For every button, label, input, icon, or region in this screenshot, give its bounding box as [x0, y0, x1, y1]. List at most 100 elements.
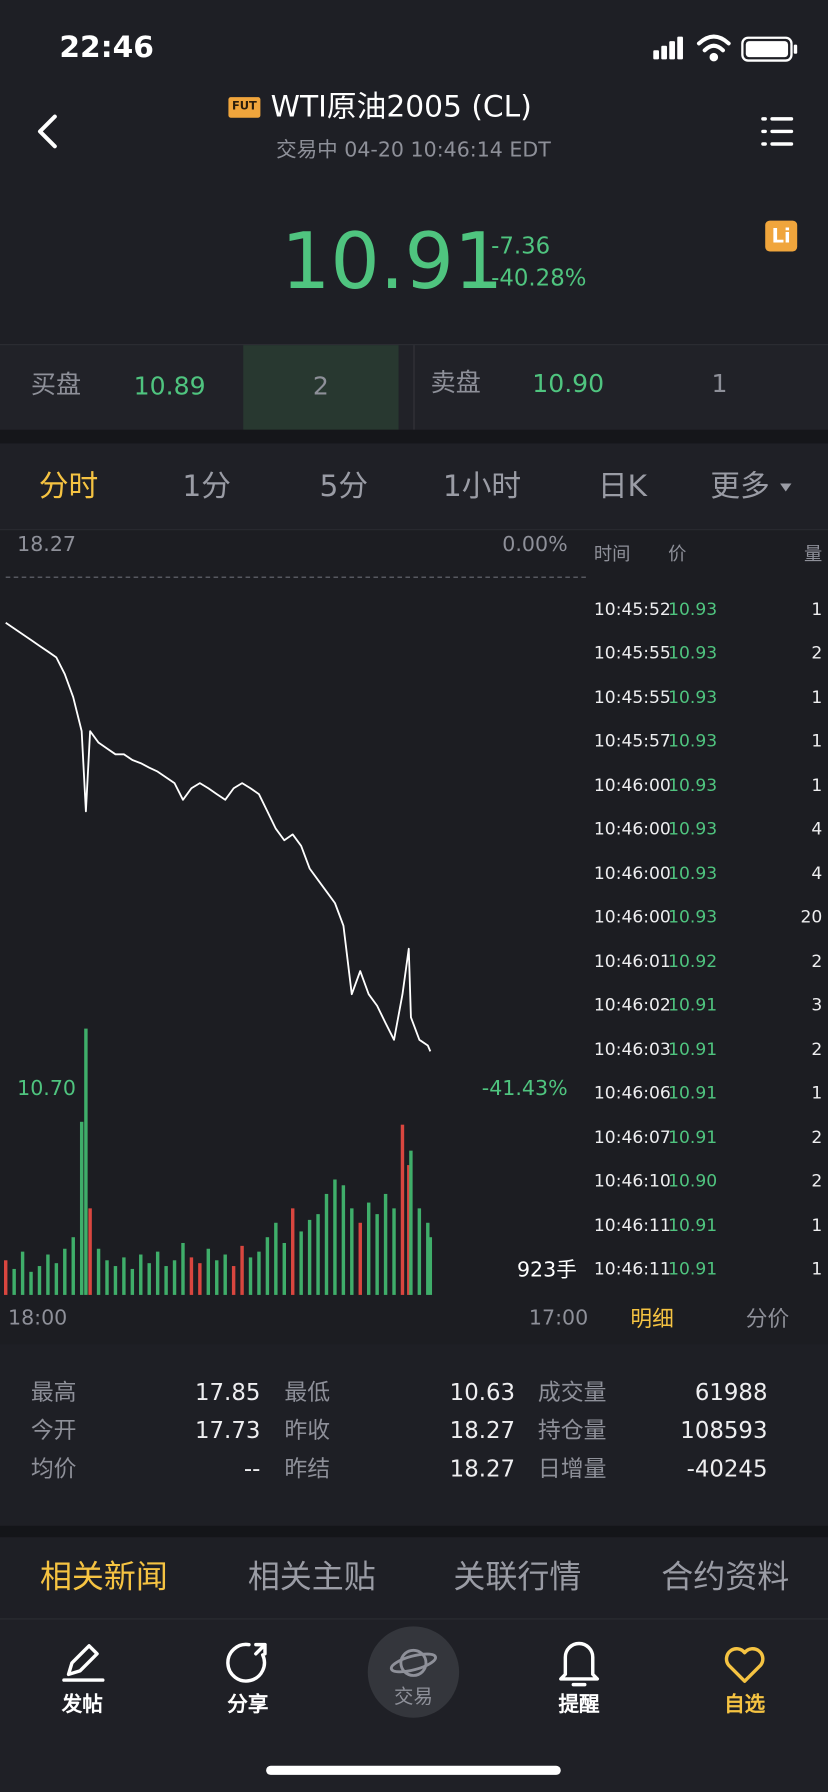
volume-bar: [426, 1222, 430, 1295]
trade-price: 10.93: [668, 818, 718, 840]
share-icon[interactable]: [226, 1642, 267, 1683]
trade-qty: 4: [811, 862, 823, 884]
stat-value: 108593: [680, 1416, 768, 1444]
home-indicator: [266, 1765, 561, 1775]
title: WTI原油2005 (CL): [270, 90, 532, 126]
trade-time: 10:46:02: [593, 994, 671, 1016]
nav-label[interactable]: 分享: [227, 1692, 269, 1717]
volume-bar: [29, 1271, 33, 1295]
news-tab[interactable]: 合约资料: [661, 1557, 790, 1596]
volume-bar: [307, 1219, 312, 1295]
trade-qty: 2: [811, 1038, 823, 1060]
period-tab[interactable]: 1分: [182, 470, 232, 505]
trade-price: 10.91: [668, 994, 718, 1016]
trade-qty: 1: [811, 598, 823, 620]
trade-time: 10:46:00: [593, 862, 671, 884]
y2-tick-label: -41.43%: [481, 1076, 568, 1101]
trade-time: 10:46:00: [593, 906, 671, 928]
stat-label: 昨结: [284, 1454, 331, 1483]
volume-bar: [383, 1193, 388, 1295]
trade-time: 10:46:10: [593, 1170, 671, 1192]
volume-bar: [79, 1121, 84, 1295]
nav-label[interactable]: 提醒: [558, 1692, 600, 1717]
news-tab[interactable]: 相关新闻: [39, 1557, 168, 1596]
volume-bar: [291, 1208, 295, 1295]
volume-bar: [366, 1202, 371, 1295]
trade-price: 10.92: [668, 950, 718, 972]
ask-label: 卖盘: [430, 368, 481, 398]
chart-bg: [0, 530, 828, 1345]
trade-qty: 20: [800, 906, 823, 928]
trade-qty: 3: [811, 994, 823, 1016]
trade-price: 10.91: [668, 1038, 718, 1060]
volume-bar: [358, 1222, 362, 1295]
y-tick-label: 18.27: [17, 532, 76, 557]
period-tab[interactable]: 分时: [38, 470, 99, 505]
stat-value: --: [243, 1454, 261, 1483]
trade-qty: 1: [811, 1082, 823, 1104]
period-tab[interactable]: 5分: [319, 470, 369, 505]
watchlist-icon[interactable]: [724, 1647, 765, 1683]
period-tab[interactable]: 日K: [597, 470, 648, 505]
stat-value: 61988: [694, 1378, 768, 1406]
ask-price: 10.90: [532, 370, 605, 399]
volume-bar: [155, 1251, 160, 1295]
back-button[interactable]: [37, 114, 57, 149]
volume-bar: [84, 1028, 88, 1295]
trade-time: 10:46:07: [593, 1126, 671, 1148]
volume-bar: [181, 1242, 185, 1295]
trade-qty: 2: [811, 1170, 823, 1192]
volume-bar: [265, 1237, 270, 1295]
volume-bar: [299, 1231, 303, 1295]
li-icon-bg[interactable]: [765, 220, 798, 252]
trade-button-bg[interactable]: [367, 1626, 460, 1718]
nav-label[interactable]: 发帖: [61, 1692, 103, 1717]
subtitle: 交易中 04-20 10:46:14 EDT: [276, 138, 551, 163]
volume-bar: [164, 1266, 168, 1295]
volume-bar: [375, 1214, 379, 1295]
trade-price: 10.93: [668, 642, 718, 664]
post-icon[interactable]: [62, 1644, 105, 1682]
detail-tab[interactable]: 明细: [630, 1305, 674, 1332]
volume-bar: [215, 1260, 219, 1295]
news-tab[interactable]: 关联行情: [453, 1557, 582, 1596]
period-tab[interactable]: 更多: [710, 470, 770, 505]
trade-time: 10:46:00: [593, 818, 671, 840]
trade-price: 10.93: [668, 730, 718, 752]
trade-qty: 2: [811, 950, 823, 972]
trade-qty: 2: [811, 1126, 823, 1148]
trade-time: 10:46:11: [593, 1214, 671, 1235]
li-icon[interactable]: Li: [771, 224, 791, 248]
stat-label: 日增量: [537, 1454, 607, 1483]
price-dist-tab[interactable]: 分价: [745, 1305, 790, 1332]
ask-size: 1: [711, 370, 728, 399]
volume-bar: [96, 1248, 101, 1295]
volume-bar: [189, 1257, 194, 1295]
volume-bar: [428, 1237, 433, 1295]
trade-time: 10:45:57: [593, 730, 671, 752]
volume-bar: [198, 1263, 202, 1295]
trade-header: 价: [668, 543, 687, 566]
nav-label[interactable]: 自选: [724, 1692, 766, 1717]
volume-bar: [139, 1254, 143, 1295]
last-price: 10.91: [280, 217, 504, 308]
nav-label[interactable]: 交易: [394, 1685, 433, 1709]
volume-bar: [46, 1254, 50, 1295]
trade-price: 10.91: [668, 1082, 718, 1104]
alert-icon[interactable]: [559, 1641, 600, 1687]
menu-button[interactable]: [761, 117, 794, 146]
trade-price: 10.93: [668, 906, 718, 928]
fut-badge-text: FUT: [231, 100, 257, 114]
period-tab[interactable]: 1小时: [442, 470, 522, 505]
stat-label: 昨收: [284, 1416, 331, 1444]
fut-badge: [228, 97, 261, 118]
volume-bar: [88, 1208, 92, 1295]
trade-qty: 1: [811, 1258, 823, 1279]
news-tab[interactable]: 相关主贴: [247, 1557, 376, 1596]
change-pct: -40.28%: [491, 264, 587, 292]
volume-bar: [350, 1208, 354, 1295]
trade-time: 10:45:52: [593, 598, 671, 620]
gap: [0, 1525, 828, 1538]
stat-label: 今开: [30, 1416, 77, 1444]
volume-bar: [37, 1266, 42, 1295]
